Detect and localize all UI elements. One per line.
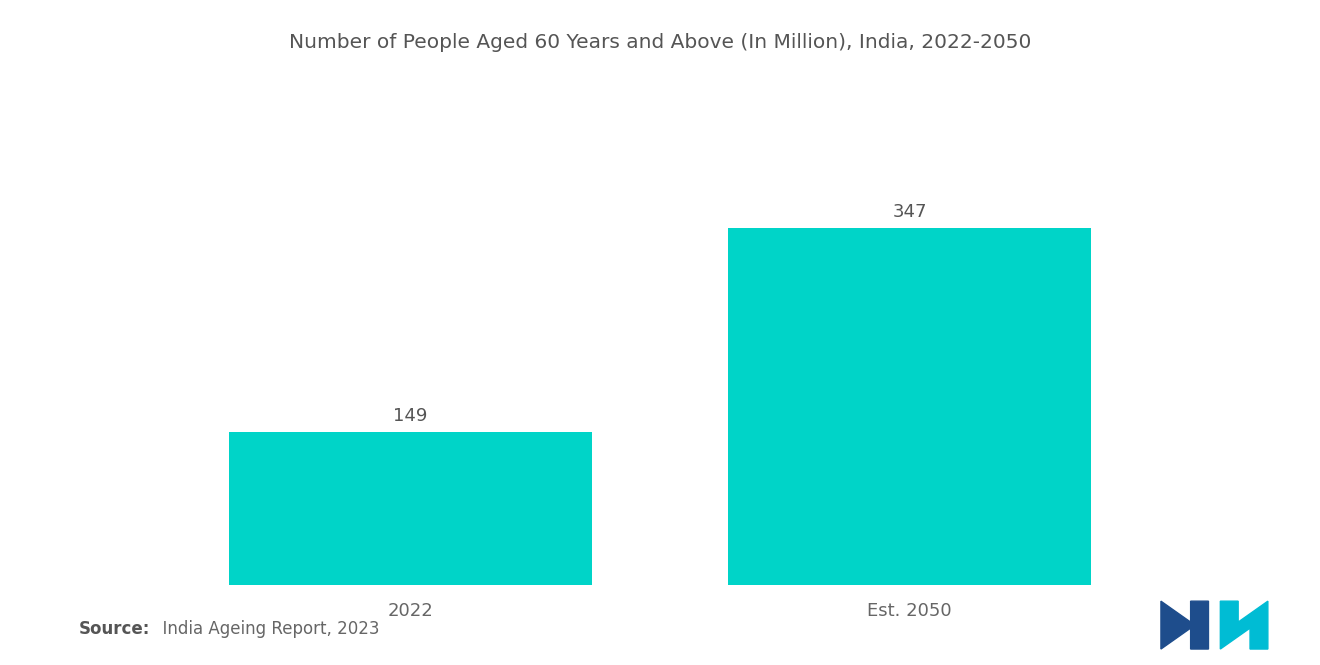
- Text: 347: 347: [892, 203, 927, 221]
- Bar: [729, 228, 1092, 585]
- Text: Number of People Aged 60 Years and Above (In Million), India, 2022-2050: Number of People Aged 60 Years and Above…: [289, 33, 1031, 53]
- Text: India Ageing Report, 2023: India Ageing Report, 2023: [152, 620, 379, 638]
- Text: 149: 149: [393, 407, 428, 425]
- Bar: [228, 432, 591, 585]
- Text: Source:: Source:: [79, 620, 150, 638]
- Polygon shape: [1162, 601, 1209, 649]
- Polygon shape: [1220, 601, 1267, 649]
